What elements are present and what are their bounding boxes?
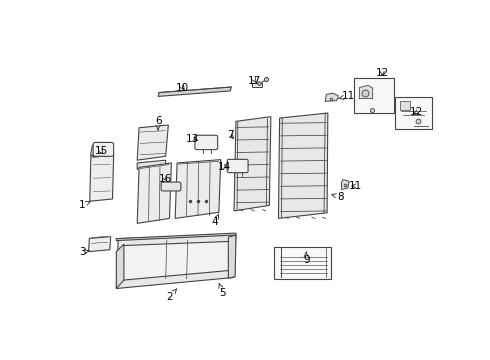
Polygon shape xyxy=(137,160,166,169)
Text: 11: 11 xyxy=(339,91,355,102)
Polygon shape xyxy=(116,244,124,288)
Polygon shape xyxy=(228,235,236,278)
Bar xyxy=(274,247,331,279)
Text: 10: 10 xyxy=(176,82,189,93)
Text: 12: 12 xyxy=(410,108,423,117)
FancyBboxPatch shape xyxy=(93,143,114,156)
Bar xyxy=(252,83,262,87)
Polygon shape xyxy=(342,180,349,190)
Polygon shape xyxy=(325,93,339,102)
Polygon shape xyxy=(400,102,410,110)
Text: 17: 17 xyxy=(248,76,262,86)
Text: 6: 6 xyxy=(155,116,161,130)
Text: 7: 7 xyxy=(227,130,234,140)
FancyBboxPatch shape xyxy=(161,182,181,191)
Polygon shape xyxy=(175,159,220,219)
Polygon shape xyxy=(89,237,111,252)
Text: 13: 13 xyxy=(186,134,199,144)
Text: 12: 12 xyxy=(375,68,389,78)
Polygon shape xyxy=(234,117,271,211)
Text: 1: 1 xyxy=(79,201,90,210)
Polygon shape xyxy=(122,242,230,280)
Text: 4: 4 xyxy=(212,214,219,227)
Polygon shape xyxy=(116,233,236,240)
Polygon shape xyxy=(90,155,114,201)
Polygon shape xyxy=(91,144,111,156)
Polygon shape xyxy=(116,234,236,288)
Polygon shape xyxy=(278,113,328,219)
Text: 3: 3 xyxy=(79,247,90,257)
Bar xyxy=(394,97,432,129)
Text: 14: 14 xyxy=(218,162,231,172)
FancyBboxPatch shape xyxy=(195,135,218,150)
Text: 15: 15 xyxy=(95,146,108,156)
Bar xyxy=(354,78,393,113)
Text: 16: 16 xyxy=(159,174,172,184)
Text: 11: 11 xyxy=(349,181,362,191)
Polygon shape xyxy=(359,85,372,99)
FancyBboxPatch shape xyxy=(227,159,248,173)
Polygon shape xyxy=(158,87,231,96)
Text: 5: 5 xyxy=(219,284,226,298)
Polygon shape xyxy=(137,163,172,223)
Text: 2: 2 xyxy=(166,289,176,302)
Text: 9: 9 xyxy=(303,252,310,265)
Polygon shape xyxy=(137,125,169,160)
Text: 8: 8 xyxy=(332,192,343,202)
